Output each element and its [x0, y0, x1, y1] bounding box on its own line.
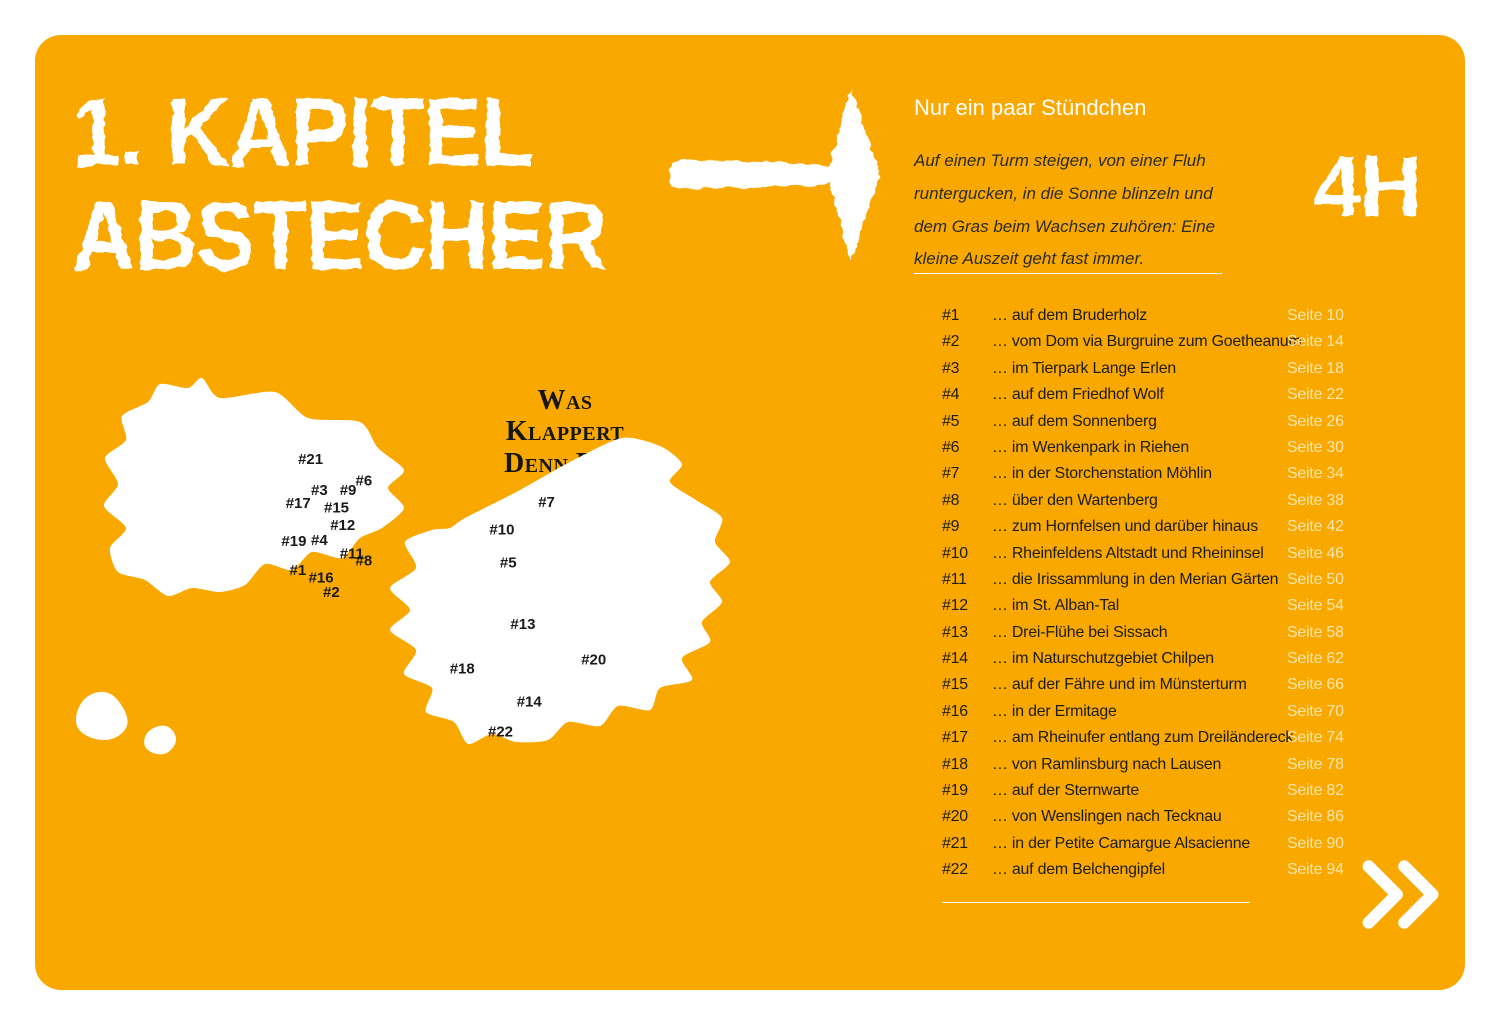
svg-text:#6: #6 [356, 472, 373, 489]
svg-text:#1: #1 [290, 562, 307, 579]
svg-text:#18: #18 [450, 660, 475, 677]
svg-text:#2: #2 [323, 584, 340, 601]
svg-text:#22: #22 [488, 723, 513, 740]
svg-text:#15: #15 [324, 500, 349, 517]
svg-text:#9: #9 [340, 482, 357, 499]
svg-text:#13: #13 [510, 616, 535, 633]
svg-text:#14: #14 [517, 693, 543, 710]
svg-text:#5: #5 [500, 555, 517, 572]
svg-text:#7: #7 [538, 494, 555, 511]
svg-text:#19: #19 [281, 533, 306, 550]
svg-text:#10: #10 [489, 522, 514, 539]
svg-text:#17: #17 [286, 495, 311, 512]
svg-text:#4: #4 [311, 532, 328, 549]
svg-text:#8: #8 [356, 552, 373, 569]
svg-text:#12: #12 [330, 517, 355, 534]
svg-text:#3: #3 [311, 482, 328, 499]
svg-text:#20: #20 [581, 652, 606, 669]
svg-text:#21: #21 [298, 451, 323, 468]
